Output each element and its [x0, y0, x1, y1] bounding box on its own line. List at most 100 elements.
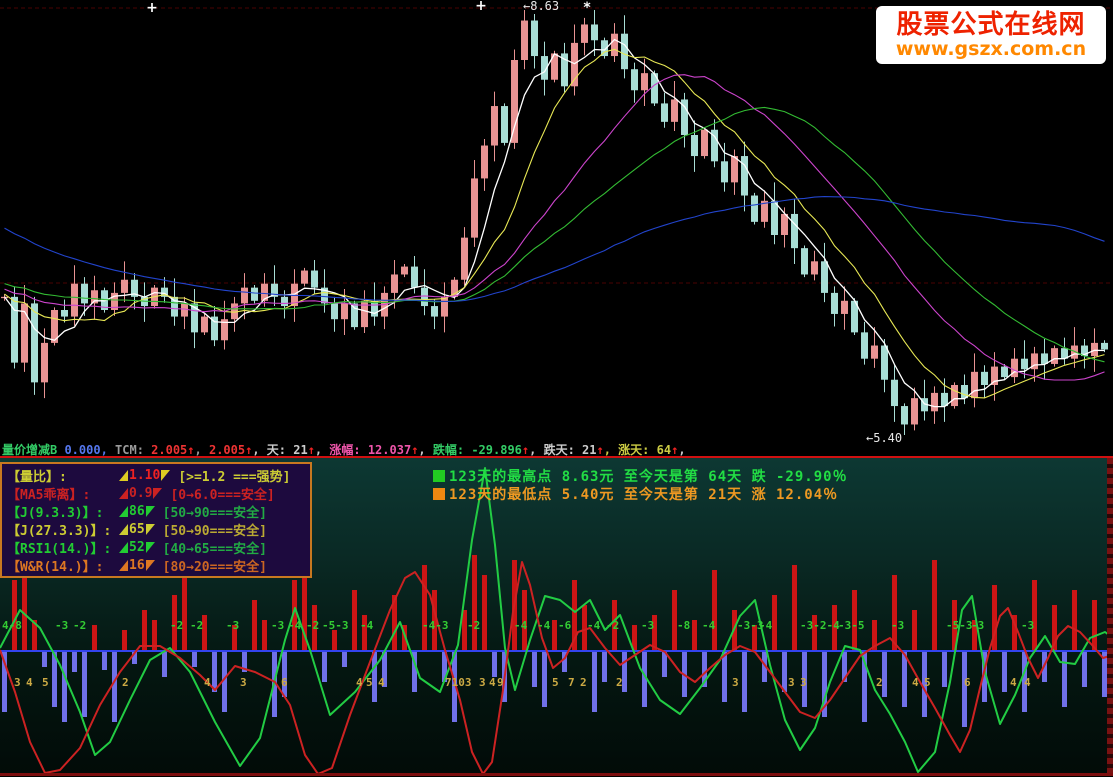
main-candlestick-chart[interactable]: [0, 0, 1113, 443]
triangle-up-icon: [119, 541, 128, 553]
histogram-label-yellow: 4: [489, 676, 496, 689]
triangle-up-icon: [119, 487, 128, 499]
histogram-label-green: -4: [360, 619, 374, 632]
triangle-down-icon: [145, 541, 155, 553]
indicator-label: 【RSI1(14.)】:: [7, 541, 112, 557]
status-segment: , 天:: [252, 443, 294, 457]
histogram-label-yellow: 3: [479, 676, 486, 689]
high-point-info-text: 123天的最高点 8.63元 至今天是第 64天 跌 -29.90％: [449, 469, 848, 485]
histogram-label-green: -3-5: [838, 619, 865, 632]
triangle-down-icon: [161, 469, 171, 481]
histogram-label-green: -3: [641, 619, 655, 632]
oscillator-green-line: [0, 467, 1113, 773]
volume-indicator-chart[interactable]: [0, 458, 1113, 773]
indicator-range: [>=1.2 ===强势]: [178, 469, 291, 485]
watermark-site-url: www.gszx.com.cn: [895, 37, 1087, 60]
indicator-value: 86: [129, 503, 145, 519]
histogram-label-yellow: 2: [616, 676, 623, 689]
low-price-label: ←5.40: [866, 431, 903, 445]
oscillator-red-line: [0, 561, 1113, 773]
status-segment: ↑: [521, 443, 530, 457]
histogram-label-green: -3-3: [737, 619, 764, 632]
panel-right-border: [1107, 458, 1113, 773]
histogram-label-yellow: 7: [568, 676, 575, 689]
triangle-down-icon: [145, 505, 155, 517]
triangle-up-icon: [119, 559, 128, 571]
low-point-info: 123天的最低点 5.40元 至今天是第 21天 涨 12.04％: [433, 484, 838, 504]
histogram-label-yellow: 4: [204, 676, 211, 689]
histogram-label-green: -4: [759, 619, 773, 632]
status-segment: ,: [314, 443, 330, 457]
indicator-range: [50→90===安全]: [162, 523, 267, 539]
ma-line-5: [3, 38, 1105, 408]
status-segment: ,: [194, 443, 209, 457]
status-segment: 64: [656, 443, 672, 457]
histogram-label-green: -2: [306, 619, 320, 632]
histogram-label-green: -4: [587, 619, 601, 632]
status-segment: 跌幅:: [432, 443, 472, 457]
ma-line-20: [4, 74, 1105, 381]
low-point-info-text: 123天的最低点 5.40元 至今天是第 21天 涨 12.04％: [449, 487, 839, 503]
histogram-label-green: -3: [271, 619, 285, 632]
status-segment: 12.037: [367, 443, 412, 457]
indicator-range: [50→90===安全]: [162, 505, 267, 521]
indicator-label: 【J(9.3.3)】:: [7, 505, 104, 521]
status-segment: ,: [678, 443, 686, 457]
indicator-value: 0.9: [129, 485, 153, 501]
signal-marker: *: [583, 0, 591, 16]
histogram-label-green: -3: [55, 619, 69, 632]
triangle-down-icon: [153, 487, 163, 499]
histogram-label-green: -3: [891, 619, 905, 632]
histogram-label-yellow: 4: [1010, 676, 1017, 689]
histogram-label-yellow: 6: [964, 676, 971, 689]
indicator-row-j933: 【J(9.3.3)】: 86 [50→90===安全]: [7, 502, 305, 521]
status-segment: ↑: [411, 443, 419, 457]
histogram-label-yellow: 5: [42, 676, 49, 689]
indicator-row-rsi1: 【RSI1(14.)】: 52 [40→65===安全]: [7, 538, 305, 557]
histogram-label-yellow: 4: [26, 676, 33, 689]
indicator-label: 【W&R(14.)】:: [7, 559, 104, 575]
status-segment: ↑: [596, 443, 604, 457]
histogram-label-green: -3-2-4: [800, 619, 840, 632]
high-price-label: ←8.63: [523, 0, 560, 13]
status-segment: TCM:: [115, 443, 152, 457]
high-point-info: 123天的最高点 8.63元 至今天是第 64天 跌 -29.90％: [433, 466, 848, 486]
indicator-range: [80→20===安全]: [162, 559, 267, 575]
status-segment: ↑: [671, 443, 679, 457]
histogram-label-yellow: 3: [732, 676, 739, 689]
histogram-label-green: -3: [971, 619, 985, 632]
histogram-label-green: -4-3: [422, 619, 449, 632]
status-segment: 0.000,: [64, 443, 116, 457]
histogram-label-green: -2: [606, 619, 620, 632]
status-segment: 2.005: [151, 443, 188, 457]
histogram-label-yellow: 2: [580, 676, 587, 689]
histogram-label-yellow: 2: [122, 676, 129, 689]
histogram-label-yellow: 4: [378, 676, 385, 689]
histogram-label-yellow: 9: [497, 676, 504, 689]
histogram-label-yellow: 3: [788, 676, 795, 689]
indicator-row-ma5-bias: 【MA5乖离】: 0.9 [0→6.0===安全]: [7, 484, 305, 503]
ma-line-10: [4, 48, 1105, 399]
status-segment: ↑: [245, 443, 253, 457]
histogram-label-green: 4-8: [2, 619, 22, 632]
status-segment: 2.005: [208, 443, 246, 457]
histogram-label-yellow: 4: [356, 676, 363, 689]
indicator-value: 1.10: [129, 467, 161, 483]
indicator-range: [40→65===安全]: [162, 541, 267, 557]
histogram-label-green: -4: [537, 619, 551, 632]
histogram-label-yellow: 2: [876, 676, 883, 689]
triangle-up-icon: [119, 505, 128, 517]
watermark-site-name: 股票公式在线网: [896, 9, 1086, 40]
status-segment: ↑: [307, 443, 315, 457]
histogram-label-green: -4: [514, 619, 528, 632]
triangle-down-icon: [145, 523, 155, 535]
indicator-value: 52: [129, 539, 145, 555]
status-segment: 21: [582, 443, 597, 457]
triangle-up-icon: [119, 469, 128, 481]
triangle-up-icon: [119, 523, 128, 535]
status-bar: 量价增减B 0.000, TCM: 2.005↑, 2.005↑, 天: 21↑…: [2, 443, 686, 457]
histogram-label-green: -3: [226, 619, 240, 632]
ma-line-60: [4, 196, 1105, 302]
histogram-label-green: -2: [467, 619, 481, 632]
